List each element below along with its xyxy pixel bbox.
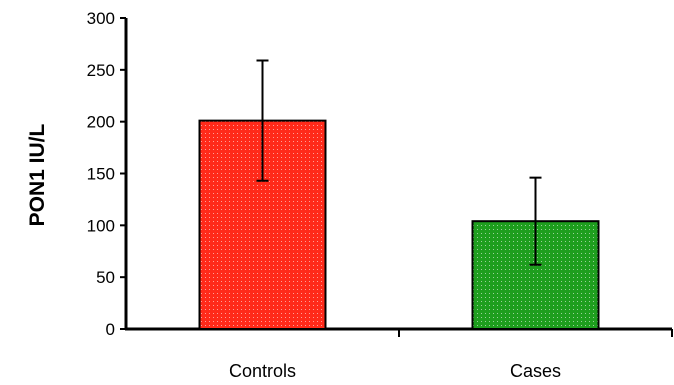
y-tick-label: 150 bbox=[87, 165, 115, 184]
y-tick-label: 250 bbox=[87, 61, 115, 80]
plot-area: 0 50 100 150 200 250 300 Controls Cases bbox=[87, 9, 673, 381]
y-axis-title: PON1 IU/L bbox=[26, 123, 49, 226]
x-category-label: Cases bbox=[510, 361, 561, 381]
y-tick-label: 0 bbox=[106, 320, 115, 339]
x-category-label: Controls bbox=[229, 361, 296, 381]
y-tick-label: 100 bbox=[87, 216, 115, 235]
y-tick-label: 300 bbox=[87, 9, 115, 28]
y-tick-label: 200 bbox=[87, 113, 115, 132]
y-tick-label: 50 bbox=[96, 268, 115, 287]
